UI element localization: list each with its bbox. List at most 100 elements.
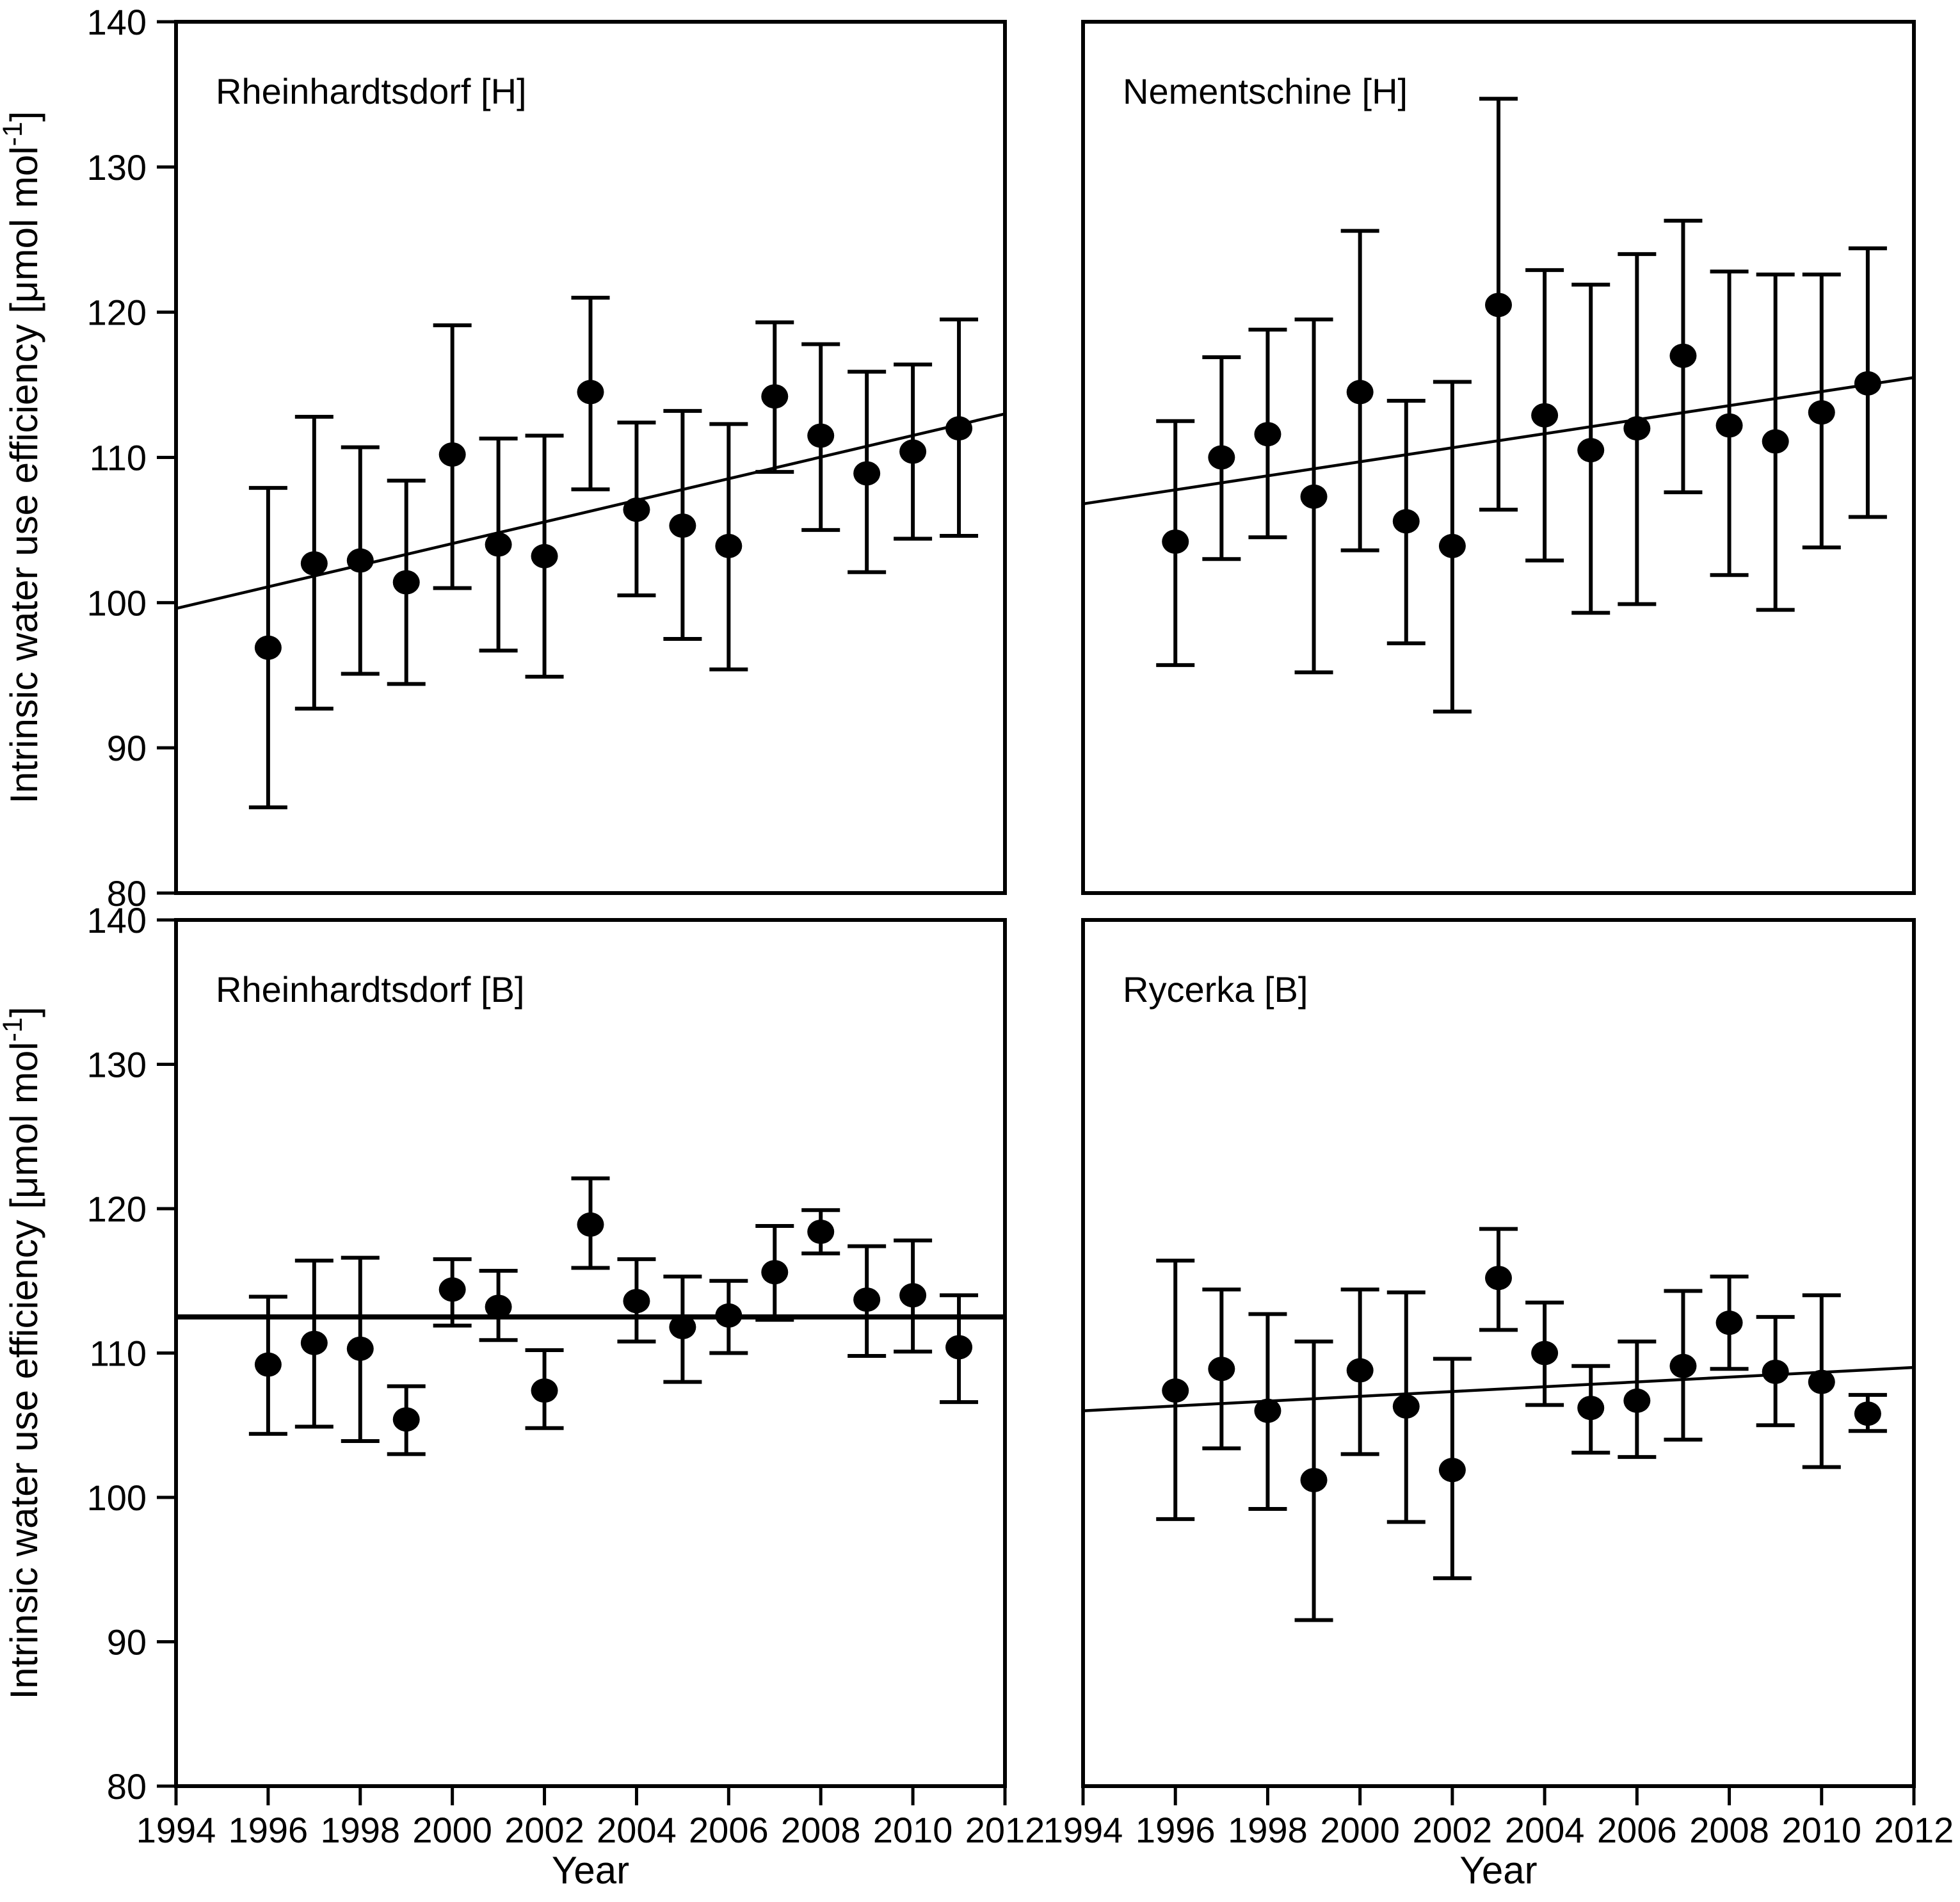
- data-point: [1577, 1396, 1605, 1421]
- data-point: [531, 544, 558, 568]
- x-tick-label: 1998: [1228, 1810, 1308, 1850]
- data-point: [1623, 1388, 1651, 1413]
- x-tick-label: 1998: [320, 1810, 400, 1850]
- data-point: [531, 1378, 558, 1403]
- data-point: [945, 1335, 973, 1360]
- x-tick-label: 2002: [1413, 1810, 1493, 1850]
- y-axis-label: Intrinsic water use efficiency [μmol mol…: [0, 111, 45, 803]
- data-point: [899, 1283, 927, 1308]
- x-tick-label: 2000: [1320, 1810, 1400, 1850]
- data-point: [346, 1336, 374, 1361]
- x-tick-label: 1996: [1136, 1810, 1216, 1850]
- trend-line: [1082, 1366, 1915, 1412]
- data-point: [254, 635, 282, 660]
- x-tick-label: 2010: [873, 1810, 953, 1850]
- x-tick-label: 1994: [1043, 1810, 1123, 1850]
- data-point: [1854, 1401, 1881, 1426]
- x-tick-label: 2004: [1505, 1810, 1585, 1850]
- data-point: [1762, 429, 1789, 454]
- x-axis-label: Year: [552, 1849, 629, 1892]
- data-point: [438, 1277, 466, 1302]
- data-point: [1438, 1458, 1466, 1483]
- y-tick-label: 90: [107, 1622, 147, 1663]
- data-point: [1669, 343, 1697, 368]
- y-tick-label: 130: [87, 147, 147, 188]
- data-point: [1162, 529, 1189, 554]
- data-point: [1715, 1310, 1743, 1335]
- x-tick-label: 2006: [689, 1810, 769, 1850]
- y-tick-label: 100: [87, 1478, 147, 1518]
- data-point: [392, 570, 420, 595]
- data-point: [1208, 1357, 1235, 1382]
- data-point: [1577, 438, 1605, 463]
- data-point: [1162, 1378, 1189, 1403]
- x-tick-label: 2000: [412, 1810, 492, 1850]
- y-tick-label: 130: [87, 1045, 147, 1085]
- data-point: [1254, 1398, 1281, 1423]
- data-point: [1254, 422, 1281, 447]
- y-tick-label: 80: [107, 873, 147, 914]
- data-point: [1300, 484, 1328, 509]
- data-point: [577, 1212, 604, 1237]
- data-point: [438, 442, 466, 467]
- x-tick-label: 2002: [504, 1810, 584, 1850]
- data-point: [715, 1303, 743, 1328]
- x-axis-label: Year: [1459, 1849, 1537, 1892]
- data-point: [1392, 509, 1420, 534]
- data-point: [1669, 1353, 1697, 1378]
- x-tick-label: 2008: [781, 1810, 861, 1850]
- data-point: [807, 1220, 835, 1245]
- x-tick-label: 2008: [1689, 1810, 1769, 1850]
- data-point: [899, 439, 927, 464]
- data-point: [485, 1294, 512, 1319]
- data-point: [669, 513, 696, 538]
- data-point: [1762, 1359, 1789, 1384]
- panel-title: Rheinhardtsdorf [B]: [216, 969, 524, 1010]
- data-point: [761, 1260, 789, 1285]
- data-point: [392, 1407, 420, 1432]
- y-tick-label: 140: [87, 2, 147, 42]
- x-tick-label: 1996: [229, 1810, 309, 1850]
- y-tick-label: 140: [87, 900, 147, 940]
- data-point: [254, 1352, 282, 1377]
- panel-frame: [174, 918, 1007, 1788]
- x-tick-label: 2012: [965, 1810, 1045, 1850]
- panel-frame: [1081, 918, 1916, 1788]
- data-point: [715, 533, 743, 558]
- panel-nementschine-h: Nementschine [H]: [1081, 20, 1916, 895]
- data-point: [1623, 416, 1651, 441]
- data-point: [1208, 445, 1235, 470]
- data-point: [1531, 1341, 1559, 1366]
- data-point: [1392, 1394, 1420, 1419]
- data-point: [1346, 1358, 1374, 1383]
- data-point: [807, 423, 835, 448]
- panel-title: Nementschine [H]: [1123, 71, 1408, 111]
- data-point: [1438, 533, 1466, 558]
- panel-rheinhardtsdorf-h: 80 90 100 110 120 130 140 Rheinhardtsdorf [H]: [87, 2, 1007, 914]
- data-point: [1808, 400, 1835, 425]
- y-tick-label: 120: [87, 1189, 147, 1229]
- y-tick-label: 120: [87, 293, 147, 333]
- data-point: [761, 384, 789, 409]
- y-tick-label: 110: [90, 1334, 147, 1374]
- data-point: [1485, 1266, 1512, 1291]
- data-point: [346, 548, 374, 573]
- y-tick-label: 80: [107, 1766, 147, 1807]
- x-tick-label: 2010: [1781, 1810, 1861, 1850]
- data-point: [300, 551, 328, 576]
- x-tick-label: 2012: [1874, 1810, 1954, 1850]
- panel-rheinhardtsdorf-b: 80 90 100 110 120 130 140 1994 1996 1998 2000 2002 2…: [87, 900, 1045, 1892]
- data-point: [1715, 413, 1743, 438]
- data-point: [853, 461, 881, 486]
- panel-title: Rheinhardtsdorf [H]: [216, 71, 527, 111]
- x-tick-label: 1994: [136, 1810, 216, 1850]
- panel-title: Rycerka [B]: [1123, 969, 1308, 1010]
- data-point: [853, 1287, 881, 1312]
- y-tick-label: 90: [107, 728, 147, 768]
- data-point: [1531, 403, 1559, 428]
- y-tick-label: 110: [90, 438, 147, 478]
- data-point: [1346, 380, 1374, 405]
- x-tick-label: 2004: [597, 1810, 677, 1850]
- data-point: [1485, 293, 1512, 318]
